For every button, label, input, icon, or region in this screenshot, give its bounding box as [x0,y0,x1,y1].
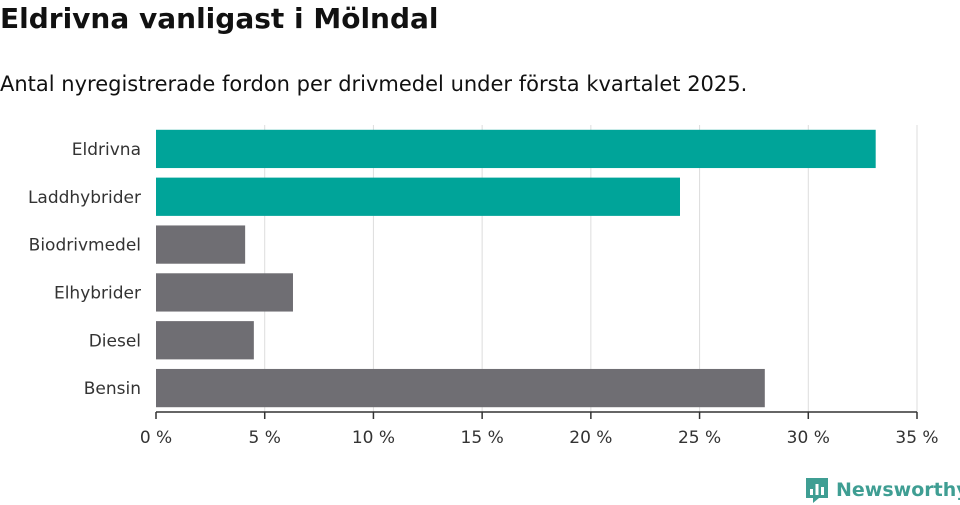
category-label-elhybrider: Elhybrider [54,283,141,303]
bar-laddhybrider [156,177,681,216]
x-tick-label-0: 0 % [140,428,172,448]
bar-diesel [156,321,254,360]
chart-title: Eldrivna vanligast i Mölndal [0,2,439,35]
x-tick-label-2: 10 % [352,428,395,448]
category-label-diesel: Diesel [89,331,141,351]
chart-subtitle: Antal nyregistrerade fordon per drivmede… [0,72,748,96]
logo-text: Newsworthy [836,479,960,501]
bar-bensin [156,368,765,408]
x-tick-label-6: 30 % [787,428,830,448]
bar-elhybrider [156,273,293,312]
x-tick-label-1: 5 % [249,428,281,448]
x-tick-label-4: 20 % [569,428,612,448]
category-label-bensin: Bensin [84,379,141,399]
x-tick-label-5: 25 % [678,428,721,448]
category-label-eldrivna: Eldrivna [72,140,141,160]
bar-eldrivna [156,129,876,169]
bar-chart-bookmark-icon [806,478,828,503]
newsworthy-logo: Newsworthy [804,476,960,504]
x-tick-label-7: 35 % [895,428,938,448]
bar-biodrivmedel [156,225,246,264]
x-tick-label-3: 15 % [461,428,504,448]
category-label-biodrivmedel: Biodrivmedel [29,236,141,256]
category-label-laddhybrider: Laddhybrider [28,188,141,208]
